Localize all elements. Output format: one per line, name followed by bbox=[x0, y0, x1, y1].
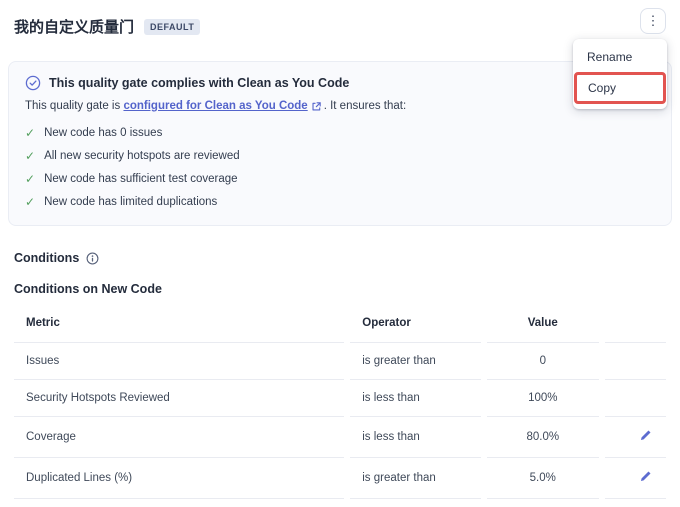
cayc-docs-link[interactable]: configured for Clean as You Code bbox=[123, 100, 308, 112]
kebab-icon: ⋮ bbox=[646, 13, 660, 28]
actions-menu-button[interactable]: ⋮ bbox=[640, 8, 666, 34]
column-header-value: Value bbox=[486, 305, 599, 343]
column-header-operator: Operator bbox=[350, 305, 481, 343]
list-item: ✓ All new security hotspots are reviewed bbox=[25, 144, 655, 167]
edit-condition-button[interactable] bbox=[639, 429, 652, 442]
check-text: New code has 0 issues bbox=[44, 126, 163, 139]
conditions-heading: Conditions bbox=[14, 251, 672, 265]
menu-item-copy[interactable]: Copy bbox=[574, 72, 666, 104]
compliance-check-list: ✓ New code has 0 issues ✓ All new securi… bbox=[25, 121, 655, 213]
pencil-icon bbox=[640, 430, 651, 441]
table-row: Security Hotspots Reviewed is less than … bbox=[14, 380, 666, 417]
table-row: Coverage is less than 80.0% bbox=[14, 417, 666, 458]
table-row: Issues is greater than 0 bbox=[14, 343, 666, 380]
page-title: 我的自定义质量门 bbox=[14, 19, 135, 36]
pencil-icon bbox=[640, 471, 651, 482]
list-item: ✓ New code has sufficient test coverage bbox=[25, 167, 655, 190]
cell-actions bbox=[604, 343, 666, 380]
compliance-text-prefix: This quality gate is bbox=[25, 100, 121, 112]
menu-item-rename[interactable]: Rename bbox=[587, 50, 633, 64]
cell-value: 0 bbox=[486, 343, 599, 380]
cell-value: 5.0% bbox=[486, 458, 599, 499]
page-header: 我的自定义质量门 DEFAULT bbox=[8, 8, 672, 37]
cell-actions bbox=[604, 380, 666, 417]
info-icon[interactable] bbox=[86, 252, 99, 265]
default-badge: DEFAULT bbox=[144, 18, 201, 35]
checkmark-icon: ✓ bbox=[25, 125, 36, 140]
column-header-metric: Metric bbox=[14, 305, 345, 343]
column-header-actions bbox=[604, 305, 666, 343]
cell-actions bbox=[604, 458, 666, 499]
cell-actions bbox=[604, 417, 666, 458]
checkmark-icon: ✓ bbox=[25, 148, 36, 163]
check-text: New code has limited duplications bbox=[44, 195, 218, 208]
list-item: ✓ New code has 0 issues bbox=[25, 121, 655, 144]
table-row: Duplicated Lines (%) is greater than 5.0… bbox=[14, 458, 666, 499]
cell-metric: Security Hotspots Reviewed bbox=[14, 380, 345, 417]
cell-operator: is greater than bbox=[350, 458, 481, 499]
cell-value: 100% bbox=[486, 380, 599, 417]
compliance-title: This quality gate complies with Clean as… bbox=[49, 76, 350, 90]
edit-condition-button[interactable] bbox=[639, 470, 652, 483]
conditions-new-code-heading: Conditions on New Code bbox=[14, 282, 162, 296]
external-link-icon bbox=[311, 101, 322, 112]
list-item: ✓ New code has limited duplications bbox=[25, 190, 655, 213]
cell-value: 80.0% bbox=[486, 417, 599, 458]
table-header-row: Metric Operator Value bbox=[14, 305, 666, 343]
cell-operator: is less than bbox=[350, 417, 481, 458]
check-circle-icon bbox=[25, 75, 41, 91]
conditions-table: Metric Operator Value Issues is greater … bbox=[8, 305, 672, 499]
compliance-text-suffix: . It ensures that: bbox=[323, 100, 407, 112]
compliance-title-row: This quality gate complies with Clean as… bbox=[25, 75, 655, 91]
compliance-description: This quality gate is configured for Clea… bbox=[25, 100, 655, 112]
cell-metric: Duplicated Lines (%) bbox=[14, 458, 345, 499]
cell-operator: is less than bbox=[350, 380, 481, 417]
actions-dropdown-menu: Rename Copy bbox=[573, 39, 667, 109]
cell-operator: is greater than bbox=[350, 343, 481, 380]
conditions-heading-label: Conditions bbox=[14, 251, 80, 265]
check-text: New code has sufficient test coverage bbox=[44, 172, 238, 185]
cell-metric: Issues bbox=[14, 343, 345, 380]
check-text: All new security hotspots are reviewed bbox=[44, 149, 240, 162]
checkmark-icon: ✓ bbox=[25, 171, 36, 186]
cayc-compliance-panel: This quality gate complies with Clean as… bbox=[8, 61, 672, 226]
cell-metric: Coverage bbox=[14, 417, 345, 458]
checkmark-icon: ✓ bbox=[25, 194, 36, 209]
